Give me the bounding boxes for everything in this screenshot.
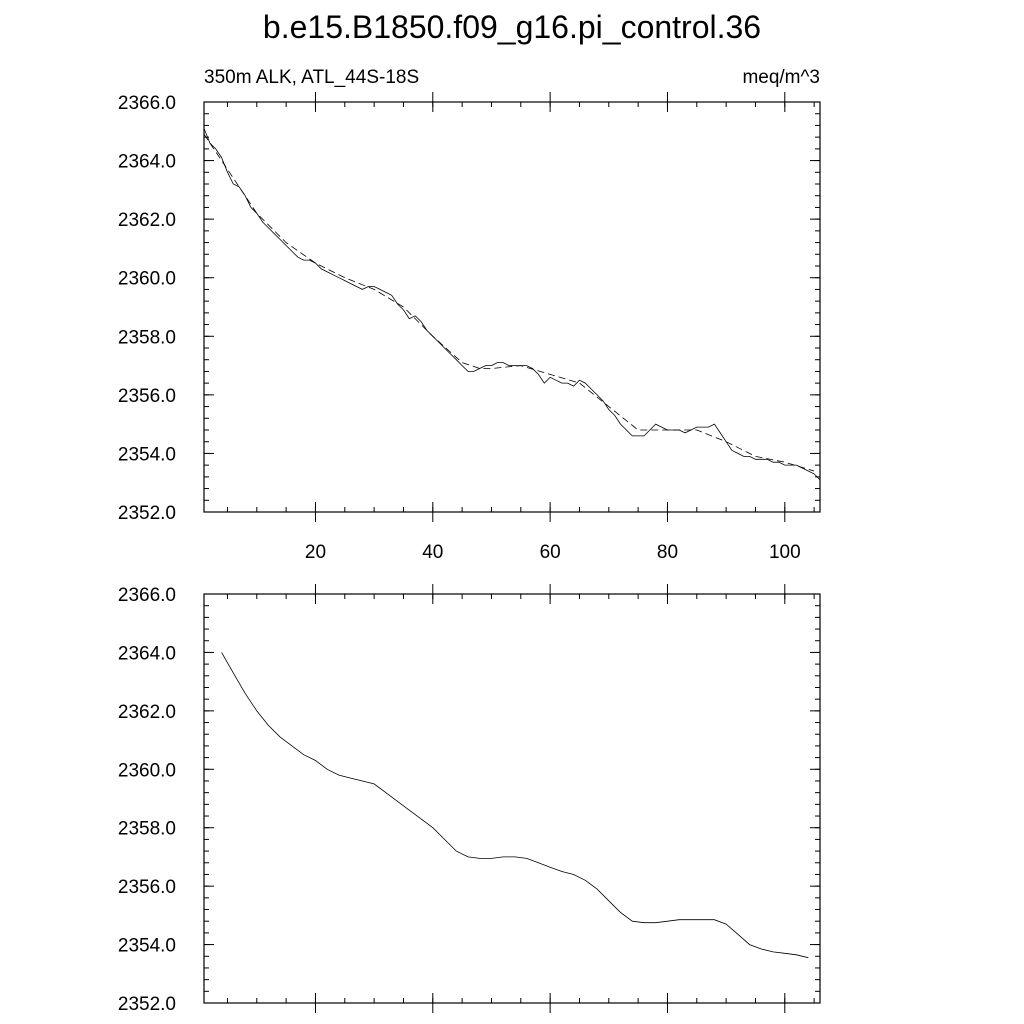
x-tick-label: 20	[305, 542, 326, 563]
plot-frame	[203, 101, 821, 513]
y-tick-label: 2354.0	[118, 444, 176, 465]
y-tick-label: 2364.0	[118, 152, 176, 173]
plot-frame	[203, 593, 821, 1004]
y-tick-label: 2360.0	[118, 760, 176, 781]
y-tick-label: 2356.0	[118, 877, 176, 898]
series-line-solid	[203, 128, 821, 481]
y-tick-label: 2360.0	[118, 269, 176, 290]
y-tick-label: 2358.0	[118, 327, 176, 348]
bottom-panel: 2352.0 2354.0 2356.0 2358.0 2360.0 2362.0 2364…	[118, 584, 821, 1015]
x-tick-label: 100	[769, 542, 801, 563]
x-tick-label: 80	[657, 542, 678, 563]
top-panel: 350m ALK, ATL_44S-18S meq/m^3 20 40 60 80 10…	[118, 67, 821, 563]
y-tick-label: 2352.0	[118, 994, 176, 1015]
y-tick-label: 2362.0	[118, 210, 176, 231]
chart-title: b.e15.B1850.f09_g16.pi_control.36	[263, 9, 761, 45]
y-tick-label: 2362.0	[118, 702, 176, 723]
x-tick-label: 40	[422, 542, 443, 563]
series-line-solid	[221, 652, 809, 959]
series-line-dashed	[203, 133, 815, 472]
y-tick-label: 2352.0	[118, 503, 176, 524]
y-tick-label: 2364.0	[118, 643, 176, 664]
top-panel-left-label: 350m ALK, ATL_44S-18S	[204, 67, 419, 88]
y-tick-label: 2354.0	[118, 936, 176, 957]
top-panel-unit-label: meq/m^3	[742, 67, 820, 88]
y-tick-label: 2366.0	[118, 585, 176, 606]
x-tick-label: 60	[540, 542, 561, 563]
y-tick-label: 2358.0	[118, 819, 176, 840]
y-tick-label: 2366.0	[118, 93, 176, 114]
y-tick-label: 2356.0	[118, 386, 176, 407]
